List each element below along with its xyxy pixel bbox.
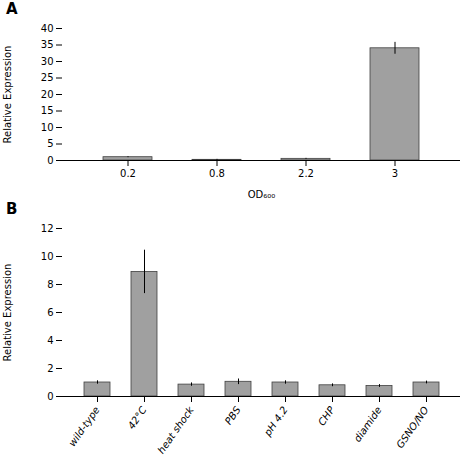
- svg-text:pH 4.2: pH 4.2: [261, 404, 289, 438]
- svg-text:heat shock: heat shock: [155, 403, 196, 455]
- svg-text:42°C: 42°C: [126, 404, 149, 431]
- svg-text:PBS: PBS: [223, 404, 243, 427]
- svg-text:2.2: 2.2: [298, 168, 314, 179]
- svg-text:20: 20: [41, 89, 54, 100]
- svg-text:10: 10: [41, 251, 54, 262]
- svg-text:GSNO/NO: GSNO/NO: [394, 404, 431, 450]
- svg-text:40: 40: [41, 23, 54, 34]
- svg-text:Relative Expression: Relative Expression: [2, 264, 13, 362]
- svg-text:0: 0: [47, 155, 53, 166]
- svg-text:5: 5: [47, 138, 53, 149]
- svg-text:diamide: diamide: [352, 404, 384, 443]
- svg-text:3: 3: [392, 168, 398, 179]
- svg-text:30: 30: [41, 56, 54, 67]
- svg-text:10: 10: [41, 122, 54, 133]
- html-text:B: B: [6, 200, 18, 218]
- svg-text:25: 25: [41, 72, 54, 83]
- svg-text:wild-type: wild-type: [66, 404, 101, 448]
- svg-text:CHP: CHP: [316, 404, 337, 428]
- svg-text:0.2: 0.2: [120, 168, 136, 179]
- svg-text:4: 4: [47, 335, 53, 346]
- svg-text:2: 2: [47, 363, 53, 374]
- svg-text:8: 8: [47, 279, 53, 290]
- svg-text:35: 35: [41, 39, 54, 50]
- svg-text:Relative Expression: Relative Expression: [2, 46, 13, 144]
- html-text:A: A: [6, 0, 18, 18]
- svg-text:0: 0: [47, 391, 53, 402]
- svg-text:OD₆₀₀: OD₆₀₀: [248, 189, 276, 200]
- svg-text:6: 6: [47, 307, 53, 318]
- svg-text:15: 15: [41, 105, 54, 116]
- svg-text:12: 12: [41, 223, 54, 234]
- svg-text:0.8: 0.8: [209, 168, 225, 179]
